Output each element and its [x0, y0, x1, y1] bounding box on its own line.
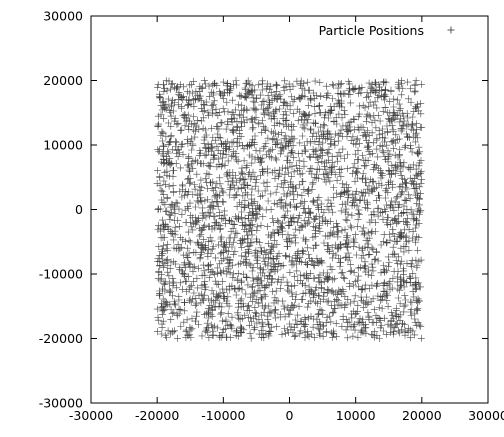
x-tick-label: 10000: [336, 408, 376, 423]
x-tick-label: 0: [286, 408, 294, 423]
x-tick-label: -20000: [135, 408, 179, 423]
points-layer: [153, 77, 426, 342]
legend: Particle Positions: [319, 23, 455, 38]
x-tick-label: 20000: [402, 408, 442, 423]
y-tick-label: -20000: [39, 331, 83, 346]
x-tick-label: -10000: [201, 408, 245, 423]
y-tick-label: -10000: [39, 267, 83, 282]
ticks-layer: -30000 -20000 -10000 0 10000 20000 30000 -30000…: [39, 9, 504, 424]
y-tick-label: 0: [75, 202, 83, 217]
x-tick-label: 30000: [468, 408, 504, 423]
x-tick-label: -30000: [69, 408, 113, 423]
y-tick-label: 20000: [43, 73, 83, 88]
y-tick-label: 10000: [43, 138, 83, 153]
y-tick-label: 30000: [43, 9, 83, 24]
legend-marker-plus-icon: [447, 26, 455, 34]
legend-label: Particle Positions: [319, 23, 424, 38]
y-tick-label: -30000: [39, 396, 83, 411]
plot-area-frame: [90, 15, 489, 404]
particle-point-markers: [153, 77, 426, 342]
